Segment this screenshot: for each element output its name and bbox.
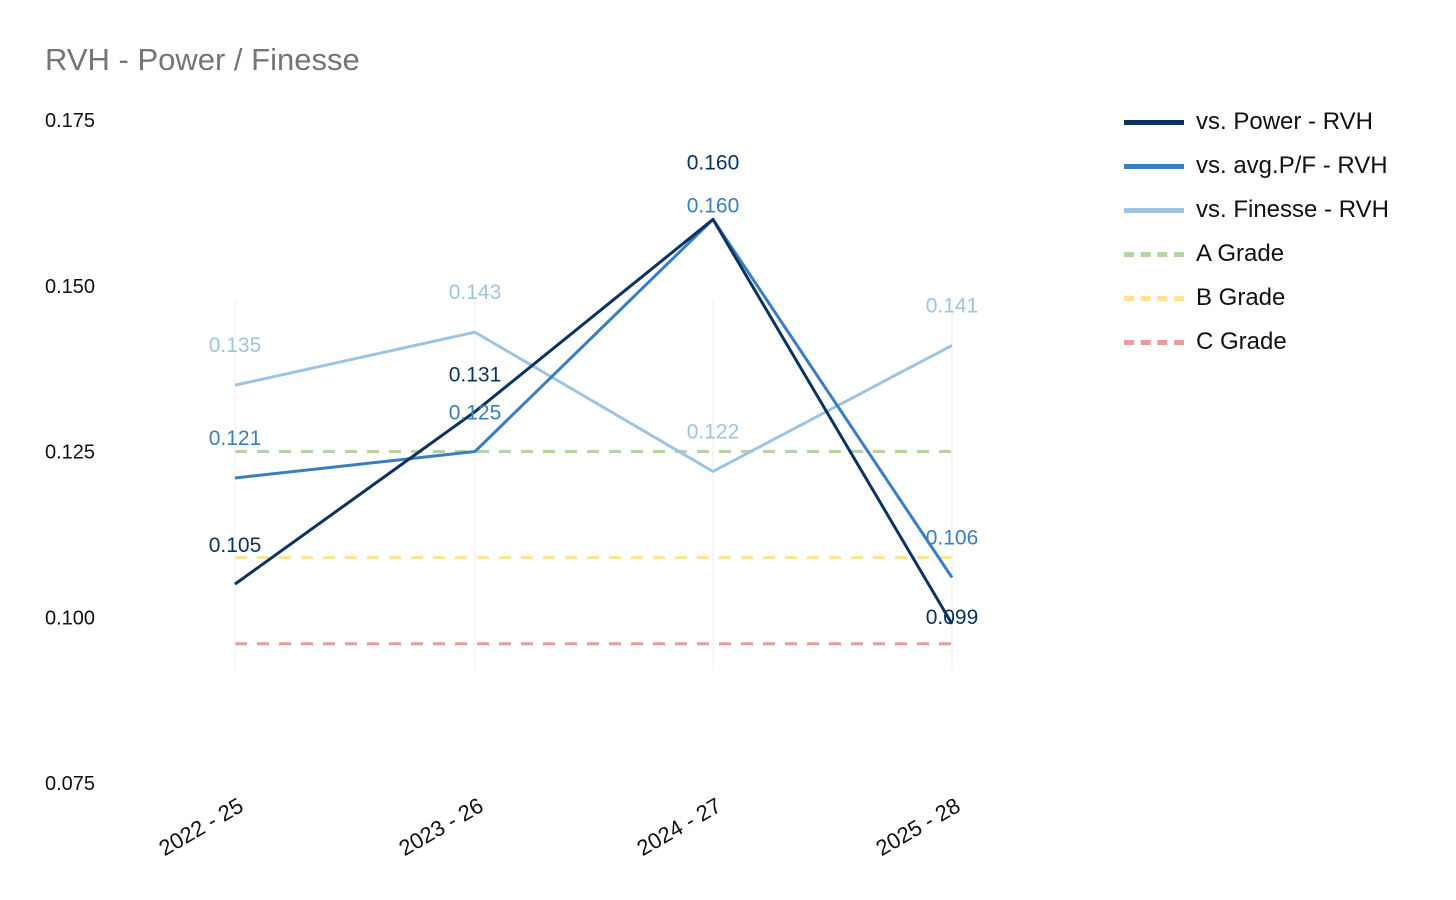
legend-label: vs. Finesse - RVH: [1196, 196, 1389, 223]
data-label: 0.122: [687, 420, 740, 443]
chart-title: RVH - Power / Finesse: [45, 42, 360, 77]
reference-lines: [235, 450, 952, 646]
y-tick-label: 0.075: [45, 773, 95, 795]
legend-swatch: [1124, 251, 1184, 257]
data-label: 0.099: [926, 606, 979, 629]
legend-item: vs. Finesse - RVH: [1124, 188, 1389, 232]
legend-item: vs. avg.P/F - RVH: [1124, 144, 1389, 188]
data-label: 0.141: [926, 294, 979, 317]
data-label: 0.131: [449, 364, 502, 387]
data-label: 0.121: [209, 427, 262, 450]
legend-swatch: [1124, 295, 1184, 301]
legend-label: B Grade: [1196, 284, 1286, 311]
legend-item: vs. Power - RVH: [1124, 100, 1389, 144]
legend-item: B Grade: [1124, 276, 1389, 320]
data-labels: 0.105 0.131 0.160 0.099 0.121 0.125 0.160 0.106…: [209, 151, 979, 628]
legend-swatch: [1124, 339, 1184, 345]
x-tick-label: 2024 - 27: [632, 793, 725, 861]
legend: vs. Power - RVH vs. avg.P/F - RVH vs. Fine…: [1124, 100, 1389, 364]
data-label: 0.160: [687, 194, 740, 217]
line-chart: 0.175 0.150 0.125 0.100 0.075 2022 - 25 2023 …: [45, 110, 979, 861]
y-tick-label: 0.150: [45, 276, 95, 298]
legend-label: A Grade: [1196, 240, 1285, 267]
label-leaders: [234, 300, 953, 670]
data-label: 0.125: [449, 402, 502, 425]
legend-swatch: [1124, 207, 1184, 213]
data-label: 0.135: [209, 334, 262, 357]
x-tick-label: 2022 - 25: [154, 793, 247, 861]
data-label: 0.105: [209, 534, 262, 557]
y-axis: 0.175 0.150 0.125 0.100 0.075: [45, 110, 95, 795]
legend-label: vs. Power - RVH: [1196, 108, 1373, 135]
x-tick-label: 2023 - 26: [394, 793, 487, 861]
legend-label: vs. avg.P/F - RVH: [1196, 152, 1388, 179]
legend-item: C Grade: [1124, 320, 1389, 364]
data-label: 0.143: [449, 281, 502, 304]
x-axis: 2022 - 25 2023 - 26 2024 - 27 2025 - 28: [154, 793, 964, 861]
series-lines: [234, 217, 954, 625]
series-line-vs-power-rvh: [234, 217, 954, 625]
x-tick-label: 2025 - 28: [871, 793, 964, 861]
data-label: 0.160: [687, 151, 740, 174]
y-tick-label: 0.100: [45, 607, 95, 629]
legend-swatch: [1124, 163, 1184, 169]
legend-label: C Grade: [1196, 328, 1287, 355]
y-tick-label: 0.125: [45, 442, 95, 464]
y-tick-label: 0.175: [45, 110, 95, 132]
legend-item: A Grade: [1124, 232, 1389, 276]
legend-swatch: [1124, 119, 1184, 125]
data-label: 0.106: [926, 526, 979, 549]
series-line-vs-finesse-rvh: [234, 330, 953, 473]
series-line-vs-avg-p-f-rvh: [234, 217, 954, 579]
